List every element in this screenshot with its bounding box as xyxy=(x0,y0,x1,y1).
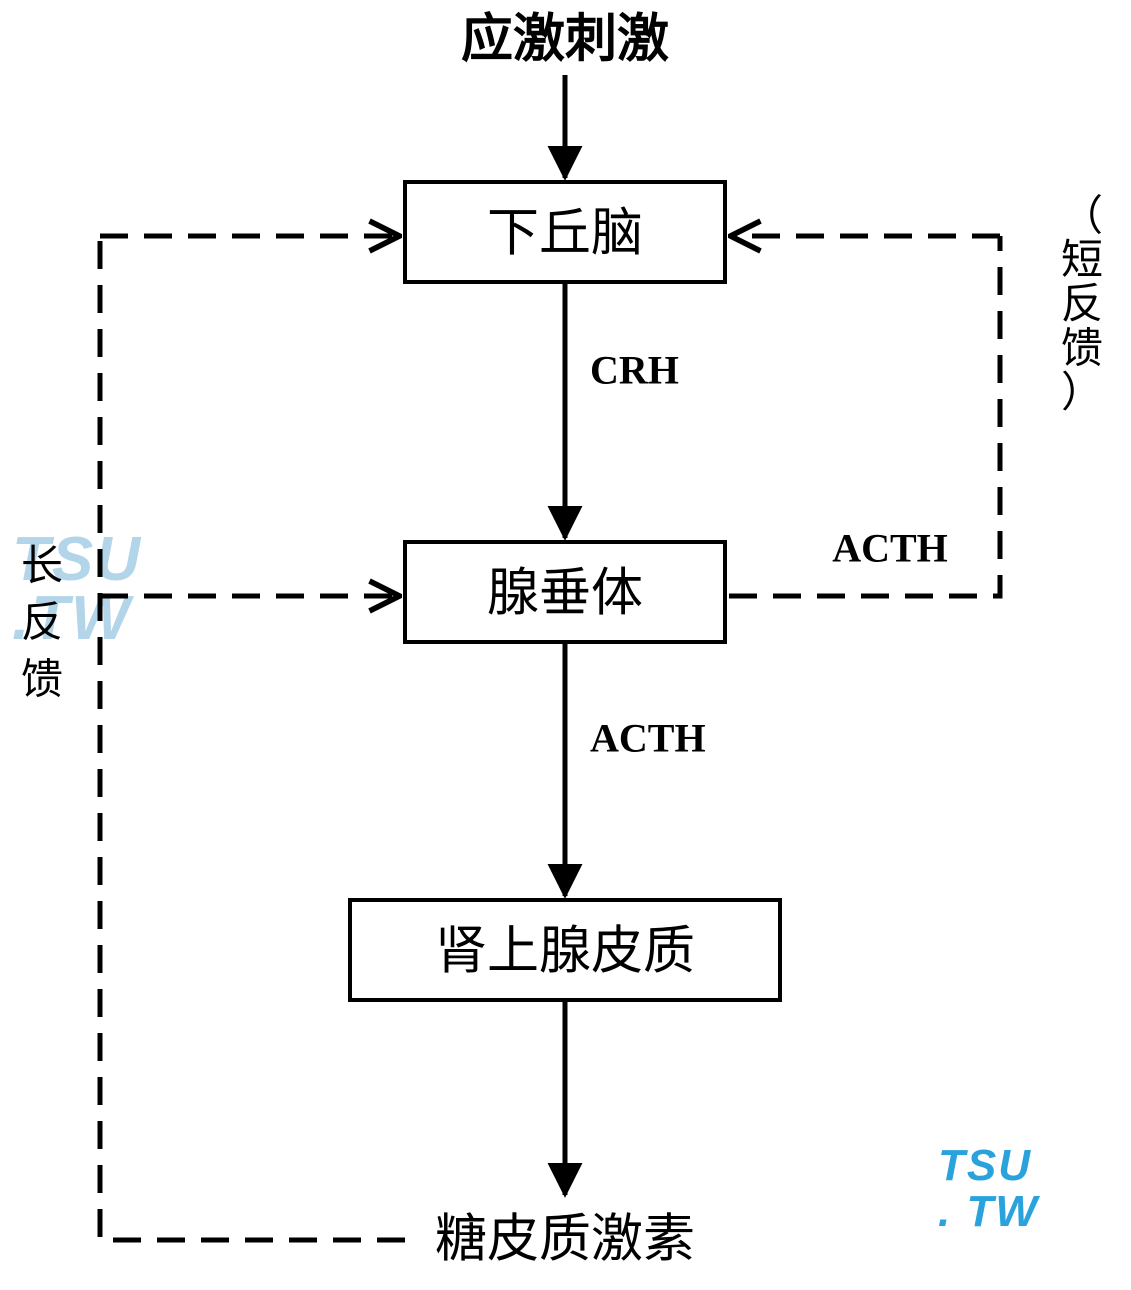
label-long-feedback: 长反馈 xyxy=(21,544,63,703)
node-hypothalamus-label: 下丘脑 xyxy=(487,206,643,263)
cortisol-label: 糖皮质激素 xyxy=(435,1212,695,1269)
stimulus-label: 应激刺激 xyxy=(461,11,669,69)
svg-text:反: 反 xyxy=(1061,282,1103,328)
svg-text:（: （ xyxy=(1061,194,1103,240)
svg-text:）: ） xyxy=(1061,370,1103,416)
watermark-bold: TSU. TW xyxy=(938,1141,1040,1236)
svg-text:短: 短 xyxy=(1061,238,1103,284)
svg-text:. TW: . TW xyxy=(938,1187,1040,1236)
node-pituitary-label: 腺垂体 xyxy=(487,566,643,623)
label-acth-main: ACTH xyxy=(590,716,706,761)
label-short-feedback: （短反馈） xyxy=(1061,194,1103,416)
svg-text:馈: 馈 xyxy=(21,657,63,703)
long-feedback-trunk xyxy=(100,236,405,1240)
label-acth-short: ACTH xyxy=(832,526,948,571)
label-crh: CRH xyxy=(590,348,679,393)
svg-text:长: 长 xyxy=(21,544,63,590)
node-adrenal-label: 肾上腺皮质 xyxy=(435,924,695,981)
svg-text:反: 反 xyxy=(21,601,63,647)
svg-text:馈: 馈 xyxy=(1061,326,1103,372)
svg-text:TSU: TSU xyxy=(938,1141,1032,1190)
